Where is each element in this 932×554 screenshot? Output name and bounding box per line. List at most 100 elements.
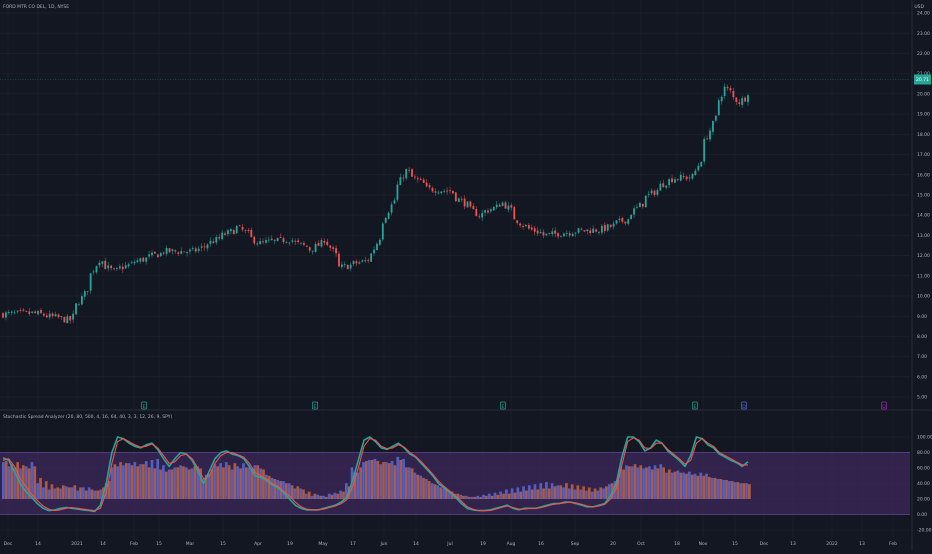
event-marker [692, 401, 698, 410]
candle-body [624, 221, 627, 224]
candle-body [638, 202, 641, 208]
candle-body [495, 204, 498, 208]
candle-body [367, 260, 370, 262]
candle-body [501, 202, 504, 206]
histogram-bar [725, 480, 728, 499]
histogram-bar [699, 472, 703, 499]
candle-body [551, 231, 554, 235]
candle-body [194, 248, 197, 252]
candle-body [297, 240, 299, 243]
histogram-bar [196, 466, 200, 499]
candle-body [454, 192, 457, 202]
price-pane[interactable] [0, 79, 910, 324]
time-tick-label: 18 [674, 541, 680, 547]
histogram-bar [150, 460, 154, 499]
candle-body [668, 179, 671, 186]
histogram-bar [413, 472, 417, 499]
candle-body [127, 264, 130, 267]
histogram-bar [224, 462, 228, 499]
candle-body [390, 204, 393, 213]
candle-body [443, 190, 446, 192]
histogram-bar [410, 468, 414, 499]
candle-body [738, 102, 741, 104]
candle-body [244, 230, 247, 232]
histogram-bar [113, 464, 117, 499]
candle-body [586, 229, 589, 232]
histogram-bar [670, 472, 674, 499]
candle-body [317, 242, 320, 246]
histogram-bar [676, 470, 680, 499]
candle-body [110, 265, 113, 269]
candle-body [279, 236, 282, 238]
histogram-bar [13, 467, 17, 499]
axes: 24.00 23.00 22.00 21.00 20.00 19.00 18.00 17.00… [4, 11, 932, 547]
candle-body [744, 97, 746, 102]
histogram-bar [270, 477, 274, 499]
histogram-bar [293, 488, 297, 499]
histogram-bar [407, 467, 411, 499]
histogram-bar [622, 469, 625, 499]
histogram-bar [619, 467, 623, 499]
time-tick-label: 14 [413, 541, 419, 547]
candle-body [13, 312, 16, 314]
candle-body [80, 295, 83, 305]
candle-body [636, 206, 638, 208]
candle-body [142, 257, 145, 262]
histogram-bar [2, 462, 5, 499]
candle-body [209, 240, 212, 244]
candle-body [384, 217, 387, 223]
histogram-bar [659, 464, 663, 499]
histogram-bar [647, 466, 651, 499]
histogram-bar [707, 476, 711, 499]
candle-body [45, 315, 48, 318]
candle-body [270, 238, 273, 241]
histogram-bar [605, 486, 608, 499]
histogram-bar [90, 489, 94, 499]
chart-title: FORD MTR CO DEL, 1D, NYSE [3, 4, 69, 10]
histogram-bar [382, 462, 385, 499]
histogram-bar [27, 468, 31, 499]
candle-body [601, 225, 603, 233]
histogram-bar [673, 471, 677, 499]
candle-body [507, 205, 510, 210]
time-tick-label: 19 [287, 541, 293, 547]
histogram-bar [213, 464, 217, 499]
candle-body [469, 201, 472, 207]
candle-body [107, 265, 110, 269]
histogram-bar [356, 472, 360, 499]
candle-body [685, 176, 688, 180]
candle-body [31, 311, 34, 313]
histogram-bar [344, 483, 348, 499]
candle-body [253, 236, 256, 244]
histogram-bar [607, 484, 611, 499]
histogram-bar [690, 474, 694, 499]
candle-body [335, 248, 337, 254]
price-tick-label: 15.00 [917, 192, 930, 198]
oscillator-pane[interactable] [0, 436, 910, 515]
histogram-bar [665, 472, 668, 499]
candle-body [320, 240, 323, 247]
histogram-bar [550, 483, 554, 499]
histogram-bar [16, 462, 20, 499]
histogram-bar [553, 486, 557, 499]
oscillator-line [2, 437, 748, 512]
candle-body [361, 260, 364, 262]
candle-body [714, 115, 717, 121]
histogram-bar [56, 487, 60, 499]
histogram-bar [159, 469, 162, 499]
candle-body [484, 210, 486, 213]
price-tick-label: 13.00 [917, 233, 930, 239]
candle-body [516, 220, 519, 223]
candle-body [162, 252, 165, 254]
candle-body [40, 310, 42, 314]
histogram-bar [748, 484, 751, 499]
candle-body [428, 185, 431, 188]
histogram-bar [393, 465, 397, 499]
histogram-bar [276, 480, 280, 499]
candle-body [671, 178, 673, 183]
candle-body [449, 190, 451, 192]
histogram-bar [179, 465, 182, 499]
